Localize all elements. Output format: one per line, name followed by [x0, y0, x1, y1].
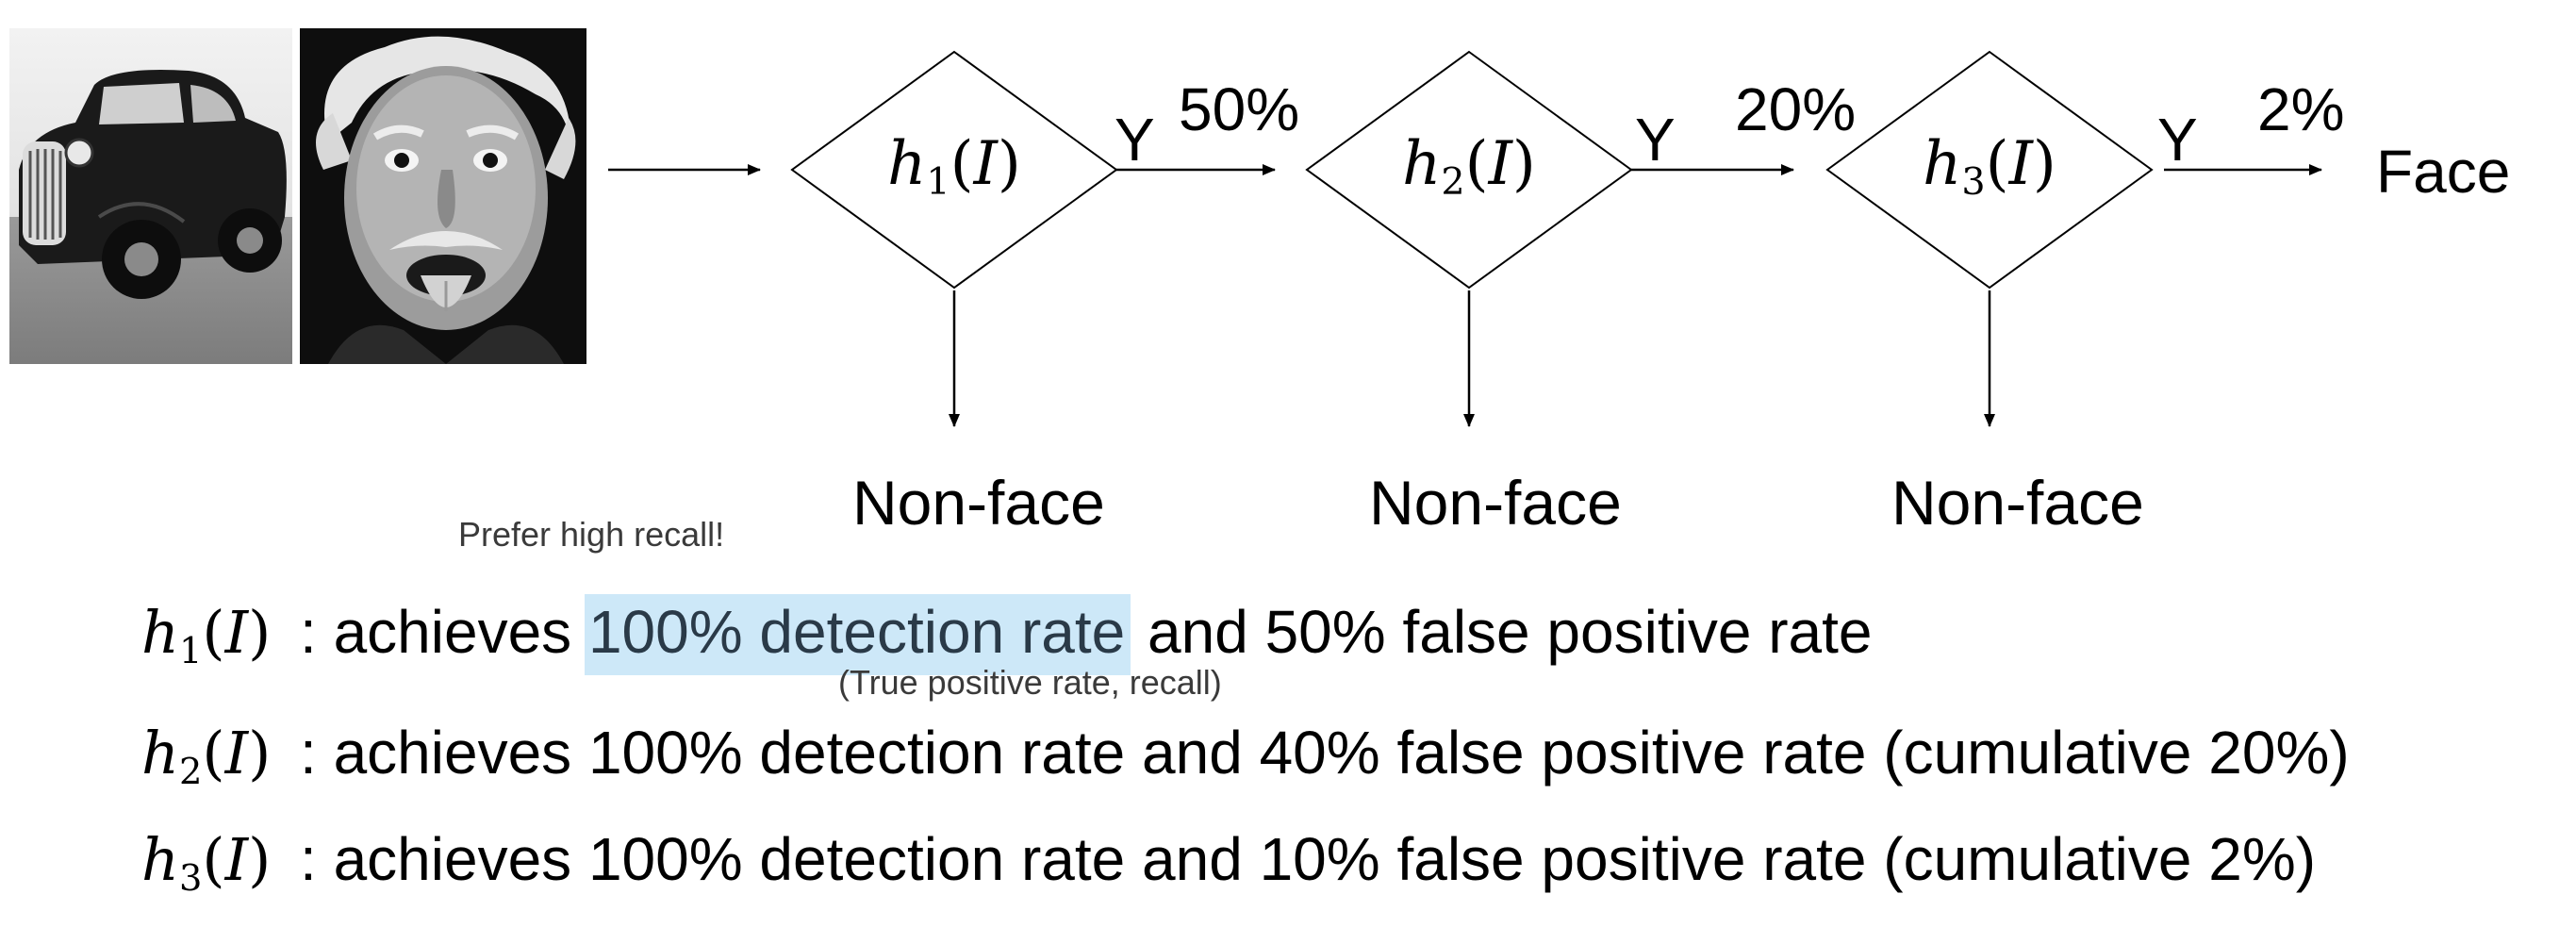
- vintage-car-photo: [9, 28, 292, 364]
- stage-2-description: h2(I) : achieves 100% detection rate and…: [141, 710, 2350, 795]
- stage-1-description-text: : achieves 100% detection rate and 50% f…: [300, 594, 1872, 675]
- stage-3-reject-label: Non-face: [1891, 468, 2144, 538]
- prefer-recall-note: Prefer high recall!: [458, 515, 725, 554]
- decision-diamond-3: [1825, 50, 2154, 290]
- stage-3-description-classifier: h3(I): [141, 824, 272, 900]
- stage-2-description-classifier: h2(I): [141, 718, 272, 793]
- einstein-tongue-photo: [300, 28, 586, 364]
- stage-2-classifier-label: h2(I): [1402, 129, 1536, 205]
- stage-1-description-classifier: h1(I): [141, 597, 272, 672]
- stage-1-reject-label: Non-face: [852, 468, 1105, 538]
- detection-rate-highlight: 100% detection rate: [584, 594, 1131, 675]
- decision-diamond-2: [1305, 50, 1633, 290]
- face-output-label: Face: [2376, 138, 2511, 206]
- detection-rate-gloss: (True positive rate, recall): [838, 663, 1222, 702]
- stage-3-classifier-label: h3(I): [1923, 129, 2056, 205]
- stage-3-pass-rate: 2%: [2257, 75, 2345, 143]
- stage-2-pass-rate: 20%: [1735, 75, 1857, 143]
- stage-3-description-text: : achieves 100% detection rate and 10% f…: [300, 825, 2317, 893]
- stage-2-yes-label: Y: [1635, 106, 1676, 174]
- stage-1-description: h1(I) : achieves 100% detection rate and…: [141, 589, 1872, 675]
- stage-1-pass-rate: 50%: [1179, 75, 1300, 143]
- stage-1-yes-label: Y: [1115, 106, 1155, 174]
- decision-diamond-1: [790, 50, 1118, 290]
- stage-3-description: h3(I) : achieves 100% detection rate and…: [141, 817, 2316, 902]
- stage-3-yes-label: Y: [2157, 106, 2198, 174]
- stage-1-classifier-label: h1(I): [887, 129, 1021, 205]
- stage-2-reject-label: Non-face: [1369, 468, 1622, 538]
- stage-2-description-text: : achieves 100% detection rate and 40% f…: [300, 719, 2350, 787]
